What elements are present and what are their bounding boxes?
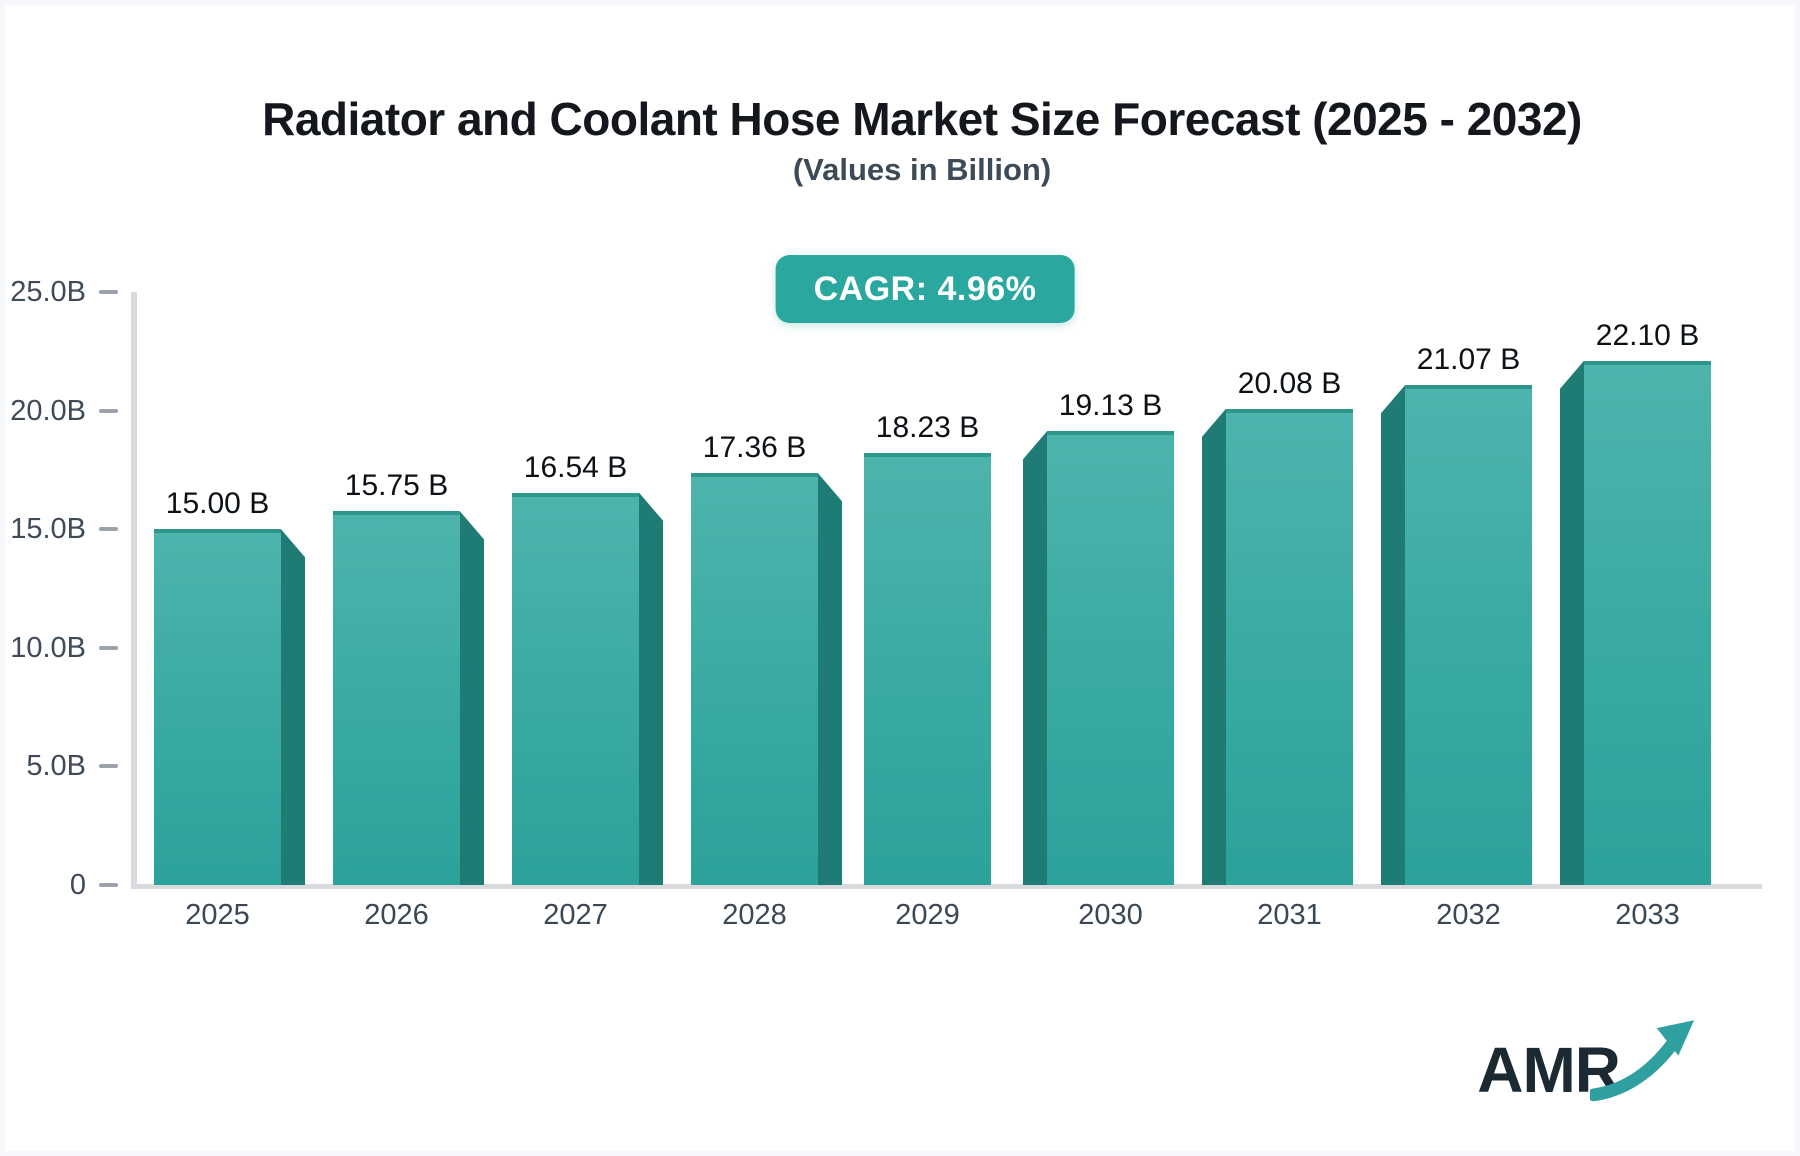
y-axis-tick-mark — [99, 645, 118, 650]
y-axis-tick-label: 20.0B — [10, 394, 86, 427]
y-axis-line — [131, 292, 137, 889]
bar-2025: 15.00 B 2025 — [154, 487, 305, 931]
x-axis-label: 2026 — [364, 899, 429, 931]
bar-2031: 20.08 B 2031 — [1202, 367, 1353, 931]
bar-value-label: 15.75 B — [344, 469, 449, 503]
x-axis-label: 2031 — [1257, 899, 1322, 931]
x-axis-label: 2028 — [722, 899, 787, 931]
cagr-badge: CAGR: 4.96% — [775, 255, 1075, 323]
bar-front-face — [512, 492, 639, 885]
bar-slot: 15.75 B 2026 — [325, 292, 504, 931]
bar-value-label: 19.13 B — [1058, 389, 1163, 423]
bar-front-face — [1226, 408, 1353, 885]
bar-slot: 15.00 B 2025 — [146, 292, 325, 931]
bar-slot: 22.10 B 2033 — [1560, 292, 1757, 931]
bar-side-face — [639, 492, 663, 885]
bar-side-face — [281, 529, 305, 885]
bar-value-label: 17.36 B — [702, 431, 807, 465]
bar-2027: 16.54 B 2027 — [512, 451, 663, 931]
bar-front-face — [691, 473, 818, 885]
bar-slot: 20.08 B 2031 — [1202, 292, 1399, 931]
chart-title: Radiator and Coolant Hose Market Size Fo… — [262, 93, 1582, 145]
bar-side-face — [1381, 385, 1405, 885]
bar-2026: 15.75 B 2026 — [333, 469, 484, 931]
bar-front-face — [1405, 385, 1532, 885]
bar-side-face — [818, 473, 842, 885]
bar-side-face — [1023, 431, 1047, 885]
bar-2029: 18.23 B 2029 — [864, 411, 991, 931]
bar-front-face — [1047, 431, 1174, 885]
y-axis-tick-mark — [99, 408, 118, 413]
bar-side-face — [1202, 408, 1226, 885]
x-axis-label: 2033 — [1615, 899, 1680, 931]
x-axis-label: 2030 — [1078, 899, 1143, 931]
y-axis-tick-mark — [99, 883, 118, 887]
x-axis-label: 2025 — [185, 899, 250, 931]
y-axis-tick-label: 5.0B — [26, 750, 86, 783]
bar-value-label: 16.54 B — [523, 450, 628, 484]
bar-value-label: 15.00 B — [165, 487, 270, 521]
y-axis-tick-mark — [99, 764, 118, 769]
y-axis-tick-mark — [99, 527, 118, 532]
amr-logo: AMR — [1477, 1020, 1698, 1112]
bar-slot: 18.23 B 2029 — [862, 292, 1041, 931]
x-axis-label: 2032 — [1436, 899, 1501, 931]
x-axis-label: 2027 — [543, 899, 608, 931]
bar-side-face — [460, 511, 484, 885]
bar-slot: 21.07 B 2032 — [1381, 292, 1578, 931]
y-axis-tick-mark — [99, 290, 118, 294]
amr-logo-arrow-icon — [1590, 1020, 1695, 1102]
chart-subtitle: (Values in Billion) — [792, 152, 1052, 187]
bar-front-face — [1584, 360, 1711, 885]
y-axis-tick-label: 10.0B — [10, 631, 86, 664]
bar-2028: 17.36 B 2028 — [691, 431, 842, 931]
bar-front-face — [154, 529, 281, 885]
bar-front-face — [864, 452, 991, 885]
bar-2032: 21.07 B 2032 — [1381, 343, 1532, 931]
bar-2030: 19.13 B 2030 — [1023, 389, 1174, 931]
y-axis-tick-label: 15.0B — [10, 513, 86, 546]
bar-front-face — [333, 511, 460, 885]
plot-area: 15.00 B 2025 15.75 B 2026 16.54 B 2027 17.36 B… — [146, 292, 1757, 931]
bar-value-label: 18.23 B — [875, 410, 980, 444]
bar-value-label: 20.08 B — [1237, 366, 1342, 400]
bar-value-label: 21.07 B — [1416, 343, 1521, 377]
bar-slot: 19.13 B 2030 — [1023, 292, 1220, 931]
x-axis-label: 2029 — [895, 899, 960, 931]
y-axis-tick-label: 0 — [69, 869, 86, 901]
bar-slot: 16.54 B 2027 — [504, 292, 683, 931]
x-axis-line — [131, 884, 1762, 889]
bar-side-face — [1560, 360, 1584, 885]
y-axis-tick-label: 25.0B — [10, 276, 86, 308]
bar-slot: 17.36 B 2028 — [683, 292, 862, 931]
bar-value-label: 22.10 B — [1595, 318, 1700, 352]
bar-2033: 22.10 B 2033 — [1560, 319, 1711, 931]
